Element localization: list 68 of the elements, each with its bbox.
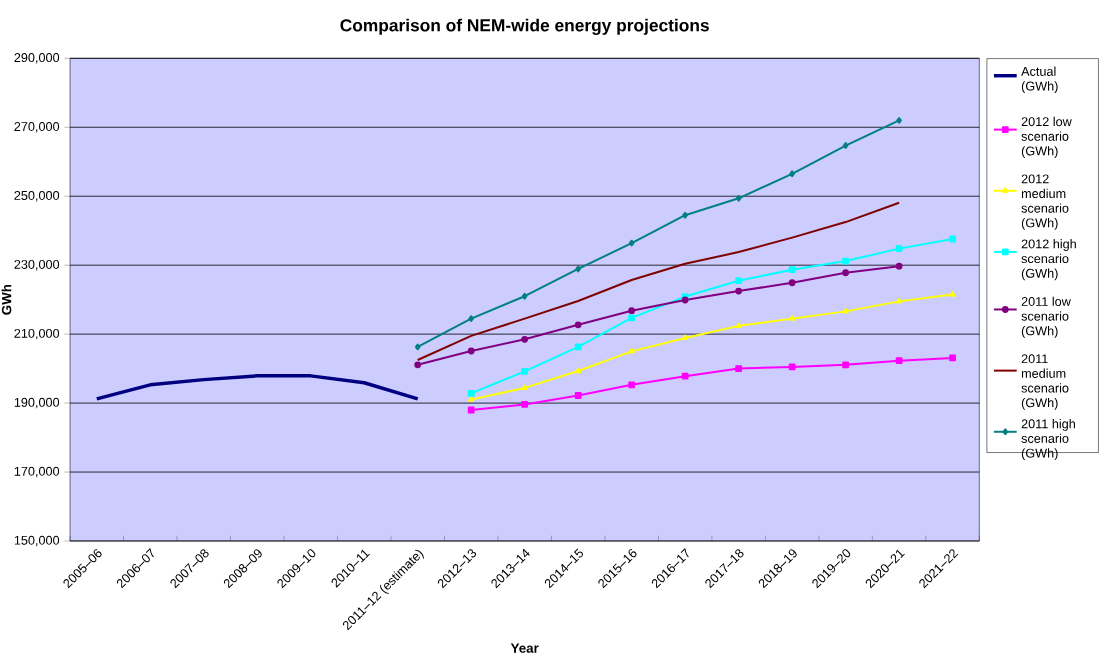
point: [468, 396, 475, 402]
legend-label: 2011 medium scenario (GWh): [1021, 354, 1069, 410]
point: [628, 314, 636, 322]
point: [735, 287, 743, 295]
point: [682, 211, 688, 219]
point: [521, 335, 529, 343]
point: [735, 322, 742, 329]
point: [467, 390, 475, 397]
point: [842, 257, 850, 265]
point: [682, 334, 689, 341]
point: [735, 194, 742, 202]
legend-label: 2012 low scenario (GWh): [1021, 116, 1072, 158]
point: [895, 245, 903, 253]
point: [949, 354, 956, 362]
point: [789, 170, 795, 178]
point: [521, 384, 528, 391]
y-tick-label: 190,000: [14, 397, 60, 409]
point: [414, 361, 422, 369]
point: [628, 239, 635, 247]
legend-label: 2011 low scenario (GWh): [1021, 296, 1071, 338]
legend-label: 2011 high scenario (GWh): [1021, 418, 1075, 461]
point: [628, 347, 635, 354]
point: [949, 235, 956, 243]
y-axis-title: GWh: [1, 284, 12, 315]
point: [949, 291, 956, 297]
point: [574, 343, 582, 351]
point: [788, 266, 796, 274]
legend-label: 2012 medium scenario (GWh): [1021, 174, 1069, 230]
y-tick-label: 270,000: [14, 122, 60, 133]
point: [842, 142, 849, 149]
point: [574, 321, 582, 329]
point: [735, 365, 743, 373]
x-axis-title: Year: [510, 643, 539, 653]
point: [842, 307, 849, 314]
point: [788, 363, 796, 371]
legend-label: Actual (GWh): [1021, 66, 1058, 94]
point: [681, 372, 689, 380]
point: [574, 392, 582, 399]
point: [896, 116, 902, 124]
point: [521, 292, 528, 300]
point: [575, 265, 581, 273]
point: [895, 262, 903, 270]
point: [467, 347, 475, 355]
point: [521, 401, 529, 408]
point: [788, 279, 796, 287]
point: [628, 307, 636, 315]
y-tick-label: 230,000: [14, 259, 60, 271]
point: [789, 315, 796, 321]
y-tick-label: 170,000: [14, 466, 60, 478]
y-tick-label: 250,000: [14, 191, 60, 202]
point: [628, 381, 636, 389]
point: [842, 361, 850, 369]
point: [575, 367, 582, 374]
point: [681, 296, 689, 304]
legend-label: 2012 high scenario (GWh): [1021, 239, 1076, 281]
point: [414, 343, 421, 351]
point: [842, 269, 850, 277]
point: [735, 277, 743, 285]
point: [521, 367, 529, 375]
chart-title: Comparison of NEM-wide energy projections: [340, 18, 709, 35]
y-tick-label: 210,000: [14, 328, 60, 340]
point: [896, 297, 903, 304]
point: [468, 315, 474, 323]
point: [895, 357, 903, 365]
y-tick-label: 150,000: [14, 535, 60, 547]
line-series: [95, 374, 420, 401]
point: [467, 406, 475, 414]
y-tick-label: 290,000: [14, 53, 60, 64]
